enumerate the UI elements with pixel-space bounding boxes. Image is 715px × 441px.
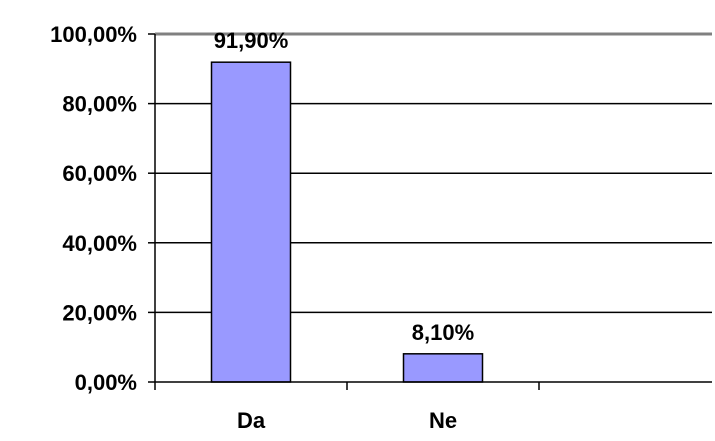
data-label: 91,90% <box>214 28 289 53</box>
bars <box>210 61 484 383</box>
y-tick-label: 40,00% <box>62 231 137 256</box>
bar-da <box>210 61 292 383</box>
y-tick-label: 80,00% <box>62 92 137 117</box>
x-tick-label: Da <box>237 408 266 433</box>
y-tick-label: 100,00% <box>50 22 137 47</box>
axes <box>148 33 712 390</box>
bar-ne <box>402 353 484 383</box>
x-tick-label: Ne <box>429 408 457 433</box>
labels: 0,00% 20,00% 40,00% 60,00% 80,00% 100,00% 91,9… <box>50 22 474 433</box>
data-label: 8,10% <box>412 320 474 345</box>
y-tick-label: 0,00% <box>75 370 137 395</box>
y-tick-label: 20,00% <box>62 300 137 325</box>
y-tick-label: 60,00% <box>62 161 137 186</box>
